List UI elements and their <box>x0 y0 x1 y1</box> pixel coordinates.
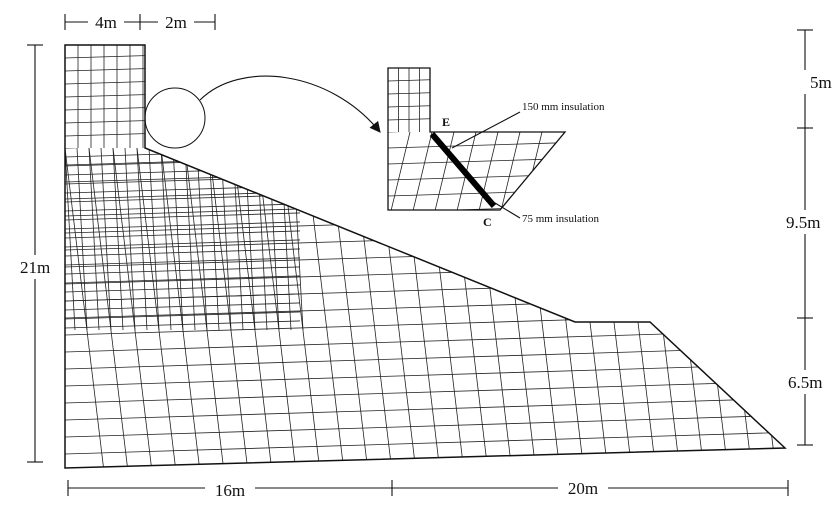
point-label: C <box>483 215 492 229</box>
dimension-label: 6.5m <box>788 373 822 392</box>
mesh-region <box>388 67 430 132</box>
dimension-label: 21m <box>20 258 50 277</box>
detail-circle <box>145 88 205 148</box>
dam-mesh-diagram: E C 150 mm insulation 75 mm insulation 4… <box>0 0 838 508</box>
dimension-label: 5m <box>810 73 832 92</box>
point-label: E <box>442 115 450 129</box>
dimension-label: 2m <box>165 13 187 32</box>
insulation-label: 75 mm insulation <box>522 213 600 225</box>
dam-outline <box>65 45 785 468</box>
mesh <box>65 43 825 480</box>
insulation-label: 150 mm insulation <box>522 101 605 113</box>
dimension-label: 4m <box>95 13 117 32</box>
leader-line <box>452 112 520 148</box>
dimension-label: 20m <box>568 479 598 498</box>
mesh-region <box>65 43 145 148</box>
dimension-label: 9.5m <box>786 213 820 232</box>
detail-arrow <box>200 76 380 132</box>
mesh-region <box>368 126 580 215</box>
dimension-label: 16m <box>215 481 245 500</box>
mesh-region <box>65 126 825 480</box>
